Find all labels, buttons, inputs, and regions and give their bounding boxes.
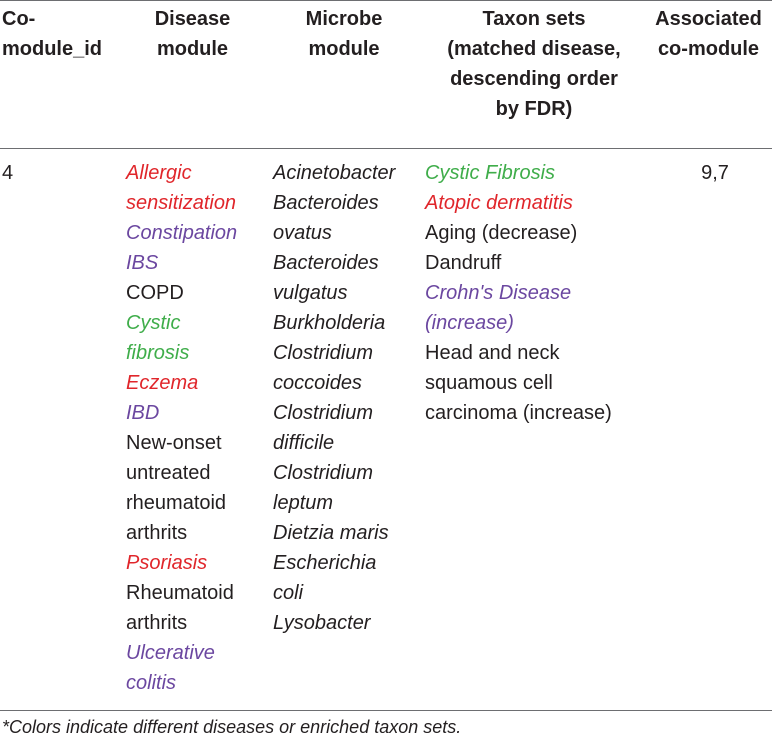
header-line: Microbe bbox=[305, 8, 383, 30]
disease-line: sensitization bbox=[126, 192, 237, 214]
microbe-line: Lysobacter bbox=[273, 612, 371, 634]
taxon-line: Dandruff bbox=[425, 252, 502, 274]
header-line: co-module bbox=[657, 38, 760, 60]
microbe-line: Clostridium bbox=[273, 462, 374, 484]
comodule-id-cell: 4 bbox=[2, 158, 122, 188]
header-line: descending order bbox=[450, 68, 618, 90]
taxon-line: Aging (decrease) bbox=[425, 222, 578, 244]
header-line: Associated bbox=[655, 8, 762, 30]
disease-line: untreated bbox=[126, 462, 211, 484]
microbe-line: Escherichia bbox=[273, 552, 377, 574]
microbe-line: Dietzia maris bbox=[273, 522, 389, 544]
table-footnote: *Colors indicate different diseases or e… bbox=[2, 717, 462, 737]
microbe-line: Acinetobacter bbox=[273, 162, 396, 184]
microbe-module-cell: Acinetobacter Bacteroides ovatus Bacteroide… bbox=[273, 158, 418, 638]
disease-line: arthrits bbox=[126, 522, 188, 544]
taxon-line: Crohn's Disease bbox=[425, 282, 572, 304]
disease-line: IBS bbox=[126, 252, 159, 274]
disease-line: New-onset bbox=[126, 432, 222, 454]
disease-line: Cystic bbox=[126, 312, 181, 334]
header-line: (matched disease, bbox=[447, 38, 621, 60]
table-bottom-rule bbox=[0, 710, 772, 711]
taxon-line: carcinoma (increase) bbox=[425, 402, 612, 424]
disease-line: IBD bbox=[126, 402, 160, 424]
disease-line: rheumatoid bbox=[126, 492, 227, 514]
header-disease-module: Disease module bbox=[110, 4, 275, 64]
table-header-rule bbox=[0, 148, 772, 149]
microbe-line: Clostridium bbox=[273, 342, 374, 364]
header-line: module bbox=[156, 38, 229, 60]
microbe-line: Bacteroides bbox=[273, 252, 379, 274]
disease-line: Eczema bbox=[126, 372, 199, 394]
disease-line: Allergic bbox=[126, 162, 192, 184]
microbe-line: ovatus bbox=[273, 222, 332, 244]
disease-line: arthrits bbox=[126, 612, 188, 634]
disease-line: colitis bbox=[126, 672, 177, 694]
header-line: Taxon sets bbox=[482, 8, 586, 30]
microbe-line: vulgatus bbox=[273, 282, 348, 304]
disease-module-cell: Allergic sensitization Constipation IBS COPD… bbox=[126, 158, 266, 698]
taxon-sets-cell: Cystic Fibrosis Atopic dermatitis Aging (d… bbox=[425, 158, 643, 428]
microbe-line: Clostridium bbox=[273, 402, 374, 424]
microbe-line: leptum bbox=[273, 492, 334, 514]
disease-line: COPD bbox=[126, 282, 184, 304]
header-microbe-module: Microbe module bbox=[270, 4, 418, 64]
header-line: by FDR) bbox=[495, 98, 573, 120]
header-line: Co- bbox=[2, 8, 36, 30]
microbe-line: Bacteroides bbox=[273, 192, 379, 214]
header-line: module bbox=[308, 38, 380, 60]
microbe-line: coccoides bbox=[273, 372, 362, 394]
disease-line: Ulcerative bbox=[126, 642, 215, 664]
associated-comodule-value: 9,7 bbox=[701, 162, 729, 184]
microbe-line: Burkholderia bbox=[273, 312, 386, 334]
header-associated-comodule: Associated co-module bbox=[645, 4, 772, 64]
microbe-line: coli bbox=[273, 582, 304, 604]
microbe-line: difficile bbox=[273, 432, 335, 454]
disease-line: Constipation bbox=[126, 222, 238, 244]
header-line: Disease bbox=[154, 8, 231, 30]
taxon-line: Cystic Fibrosis bbox=[425, 162, 556, 184]
table-top-rule bbox=[0, 0, 772, 1]
comodule-id: 4 bbox=[2, 162, 14, 184]
taxon-line: (increase) bbox=[425, 312, 514, 334]
associated-comodule-cell: 9,7 bbox=[665, 158, 765, 188]
header-comodule-id: Co- module_id bbox=[2, 4, 122, 64]
taxon-line: Head and neck bbox=[425, 342, 560, 364]
header-taxon-sets: Taxon sets (matched disease, descending … bbox=[418, 4, 650, 124]
disease-line: fibrosis bbox=[126, 342, 190, 364]
header-line: module_id bbox=[2, 38, 103, 60]
taxon-line: squamous cell bbox=[425, 372, 553, 394]
disease-line: Rheumatoid bbox=[126, 582, 234, 604]
disease-line: Psoriasis bbox=[126, 552, 208, 574]
taxon-line: Atopic dermatitis bbox=[425, 192, 573, 214]
